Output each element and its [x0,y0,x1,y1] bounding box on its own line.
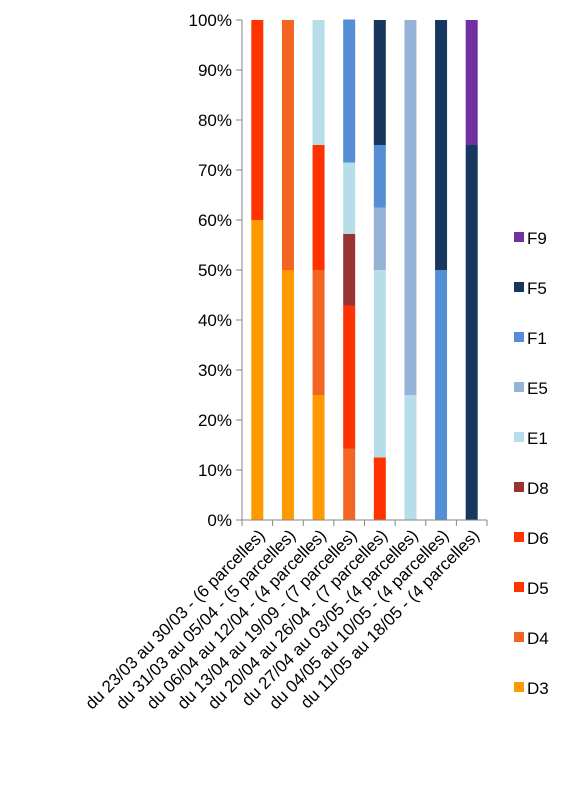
legend-swatch [514,632,524,642]
bar-segment-d8 [343,234,356,306]
legend-label: F5 [527,279,547,298]
bar-segment-f1 [373,145,386,208]
bar-segment-e1 [404,395,417,520]
plot-area [251,19,478,520]
y-tick-label: 0% [207,511,232,530]
bar-segment-f5 [373,20,386,145]
legend-label: F1 [527,329,547,348]
bar-segment-e1 [312,20,325,145]
bar-segment-d4 [312,270,325,395]
bar-segment-d3 [312,395,325,520]
bar-segment-f1 [343,19,356,163]
legend-label: E1 [527,429,548,448]
y-axis: 0% 10% 20% 30% 40% 50% 60% 70% 80% 90% 100% [189,11,243,530]
legend-label: D4 [527,629,549,648]
y-tick-label: 20% [198,411,232,430]
y-tick-label: 90% [198,61,232,80]
legend-swatch [514,232,524,242]
legend-label: F9 [527,229,547,248]
legend-label: D6 [527,529,549,548]
bar-segment-d3 [251,220,264,520]
legend-swatch [514,482,524,492]
bar-segment-e5 [373,207,386,270]
legend-swatch [514,682,524,692]
y-tick-label: 80% [198,111,232,130]
legend-label: D5 [527,579,549,598]
y-tick-label: 60% [198,211,232,230]
bar-segment-d6 [251,20,264,220]
legend-swatch [514,382,524,392]
legend-label: D3 [527,679,549,698]
legend-swatch [514,282,524,292]
legend-label: E5 [527,379,548,398]
legend-swatch [514,432,524,442]
bar-segment-d4 [281,20,294,270]
bar-segment-d3 [281,270,294,520]
y-tick-label: 30% [198,361,232,380]
legend-label: D8 [527,479,549,498]
x-axis: du 23/03 au 30/03 - (6 parcelles)du 31/0… [81,519,488,713]
bar-segment-e5 [404,20,417,395]
legend-swatch [514,332,524,342]
bar-segment-d6 [373,457,386,520]
bar-segment-d6 [312,145,325,270]
y-tick-label: 100% [189,11,232,30]
legend: F9 F5 F1 E5 E1 D8 D6 D5 D4 D3 [514,229,549,698]
bar-segment-f5 [435,20,448,270]
bar-segment-f5 [465,145,478,520]
bar-segment-e1 [373,270,386,458]
bar-segment-e1 [343,162,356,234]
bar-segment-d6 [343,305,356,449]
y-tick-label: 70% [198,161,232,180]
bar-segment-d4 [343,448,356,520]
y-tick-label: 40% [198,311,232,330]
y-tick-label: 10% [198,461,232,480]
legend-swatch [514,582,524,592]
bar-segment-f9 [465,20,478,145]
legend-swatch [514,532,524,542]
bar-segment-f1 [435,270,448,520]
y-tick-label: 50% [198,261,232,280]
